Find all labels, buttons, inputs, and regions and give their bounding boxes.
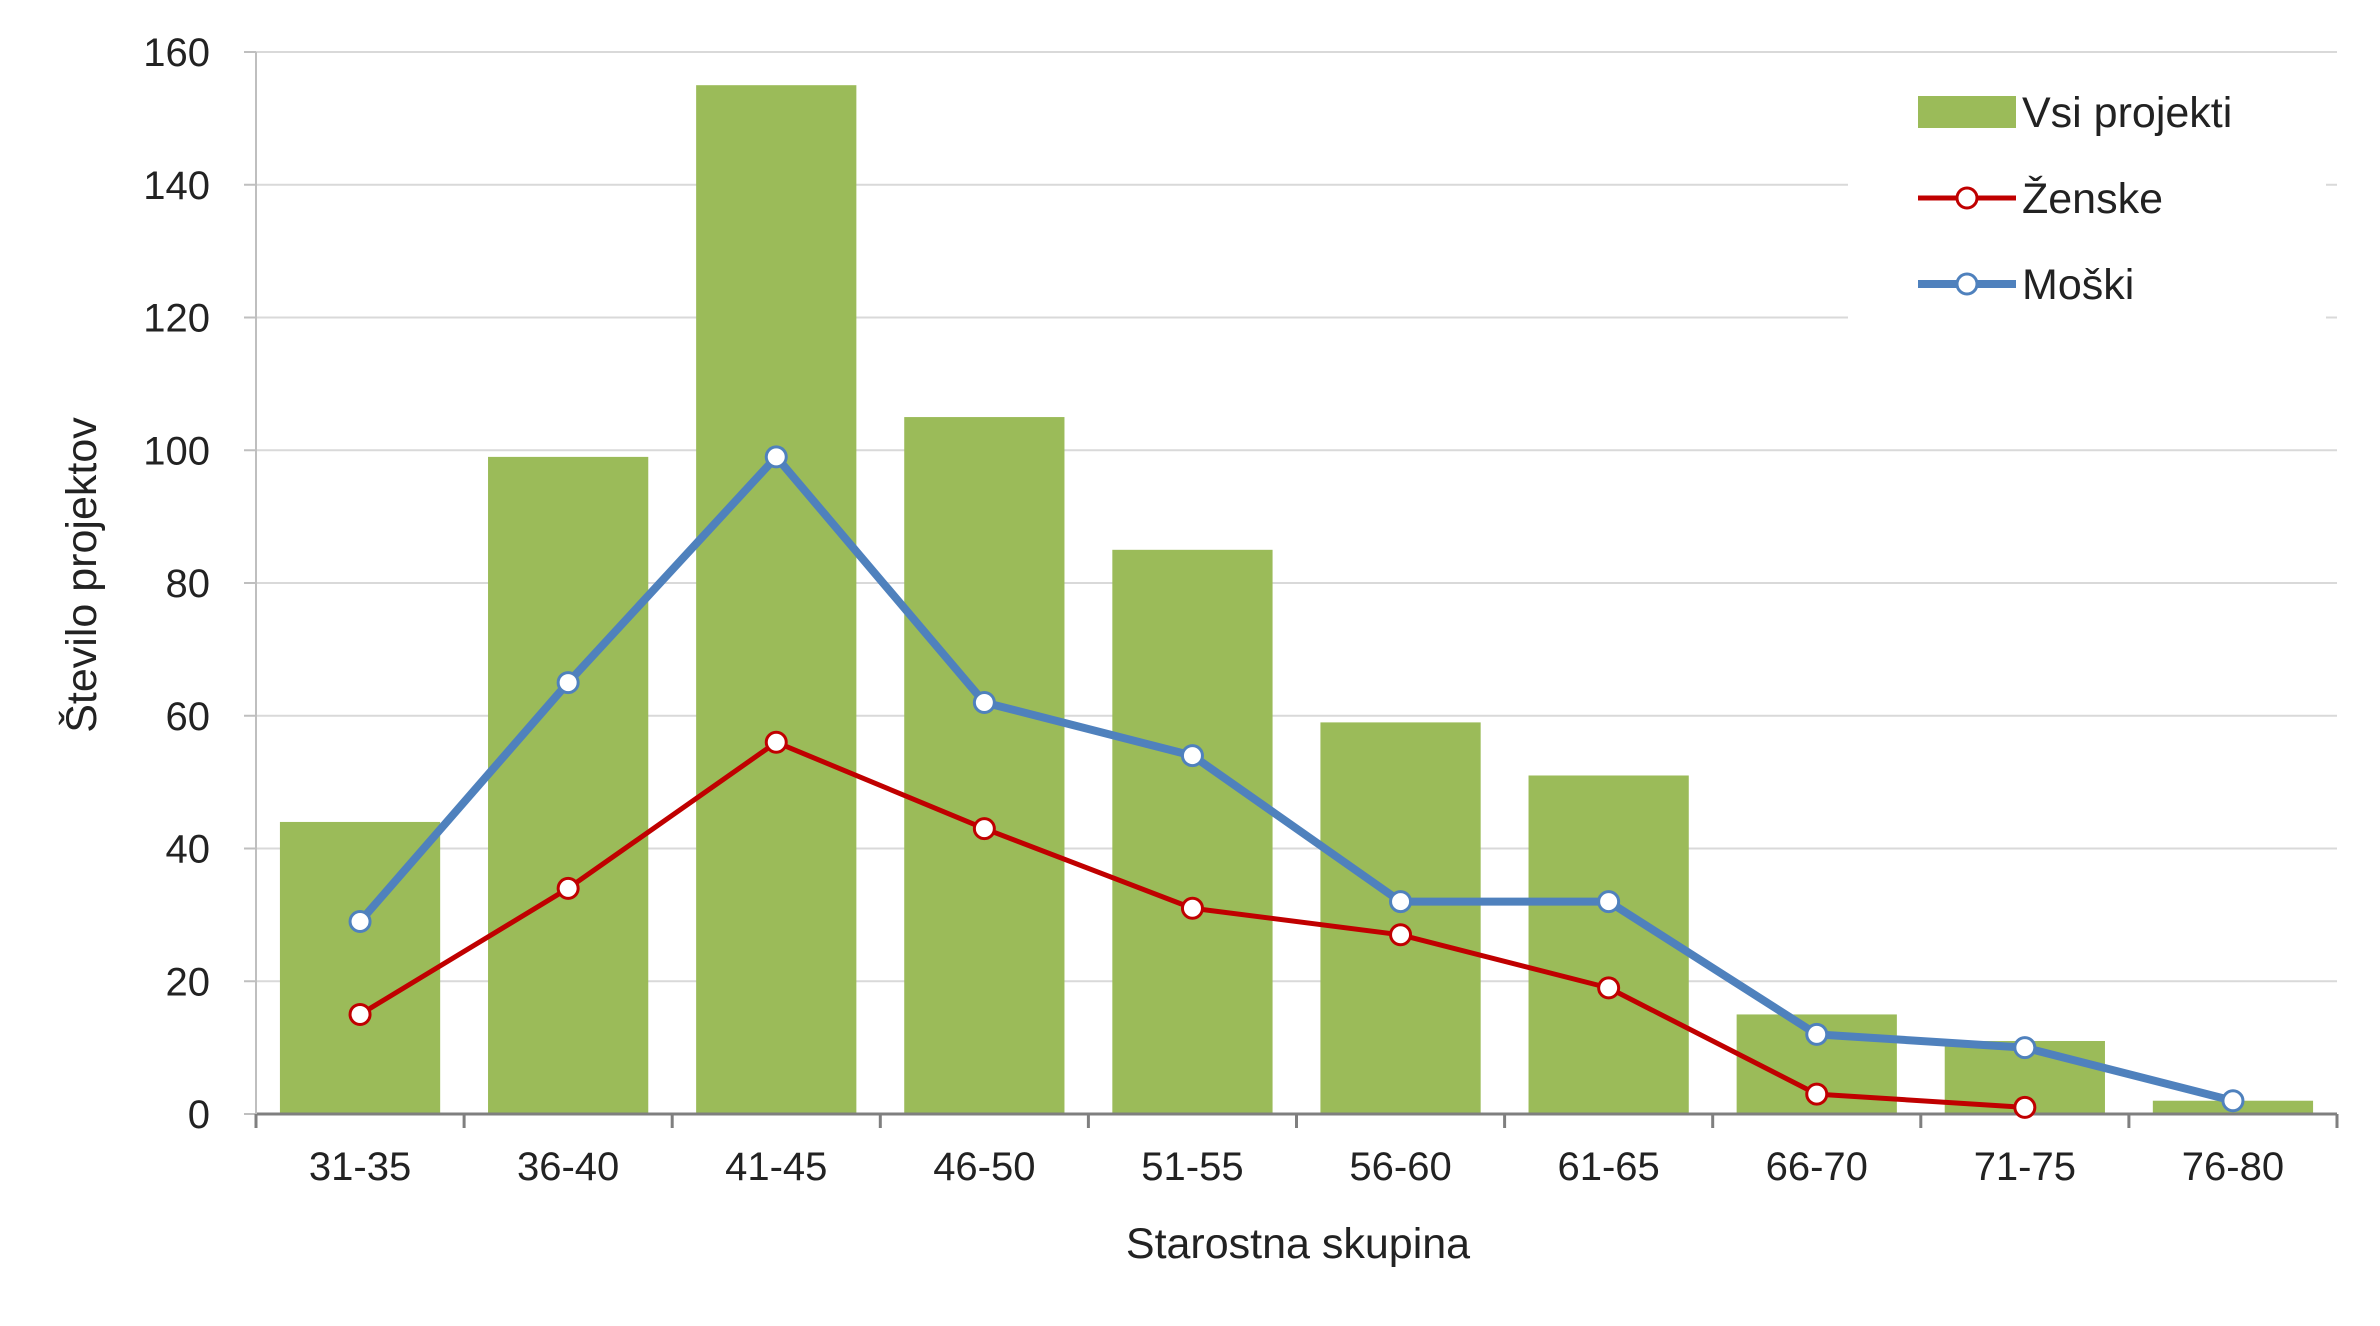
x-axis-title: Starostna skupina bbox=[1126, 1220, 1470, 1268]
bar-series bbox=[279, 85, 2314, 1114]
y-tick-label: 120 bbox=[143, 297, 210, 341]
line-point bbox=[1389, 890, 1413, 914]
line-point bbox=[972, 690, 996, 714]
axes bbox=[244, 51, 2339, 1128]
x-tick-label: 31-35 bbox=[309, 1145, 411, 1189]
line-point bbox=[1805, 1022, 1829, 1046]
legend-label: Vsi projekti bbox=[2022, 89, 2232, 137]
x-tick-label: 46-50 bbox=[933, 1145, 1035, 1189]
y-tick-label: 0 bbox=[188, 1093, 210, 1137]
y-axis-title: Število projektov bbox=[58, 417, 106, 733]
line-point bbox=[2013, 1036, 2037, 1060]
y-tick-label: 20 bbox=[166, 960, 211, 1004]
x-tick-label: 56-60 bbox=[1349, 1145, 1451, 1189]
line-point bbox=[1597, 976, 1621, 1000]
y-tick-label: 80 bbox=[166, 562, 211, 606]
x-tick-label: 36-40 bbox=[517, 1145, 619, 1189]
line-point bbox=[348, 910, 372, 934]
bar bbox=[279, 821, 441, 1114]
line-series bbox=[348, 445, 2245, 1119]
line-point bbox=[348, 1002, 372, 1026]
line-point bbox=[1805, 1082, 1829, 1106]
y-tick-label: 60 bbox=[166, 695, 211, 739]
y-tick-label: 160 bbox=[143, 31, 210, 75]
line-point bbox=[2221, 1089, 2245, 1113]
bar bbox=[1320, 722, 1481, 1114]
bar bbox=[488, 456, 649, 1114]
line-point bbox=[556, 876, 580, 900]
line-point bbox=[1389, 923, 1413, 947]
line-point bbox=[2013, 1095, 2037, 1119]
y-tick-label: 140 bbox=[143, 164, 210, 208]
line-point bbox=[1180, 744, 1204, 768]
legend-label: Moški bbox=[2022, 261, 2134, 309]
legend-marker bbox=[1955, 272, 1979, 296]
line-point bbox=[1597, 890, 1621, 914]
x-tick-label: 66-70 bbox=[1766, 1145, 1868, 1189]
line-point bbox=[764, 730, 788, 754]
bar bbox=[904, 417, 1065, 1114]
series-line bbox=[356, 452, 2237, 1105]
line-point bbox=[556, 671, 580, 695]
y-tick-label: 40 bbox=[166, 828, 211, 872]
line-point bbox=[764, 445, 788, 469]
legend-swatch bbox=[1918, 96, 2016, 128]
line-point bbox=[972, 817, 996, 841]
bar bbox=[1112, 549, 1273, 1114]
legend: Vsi projekti Ženske Moški bbox=[1848, 64, 2326, 324]
bar bbox=[696, 85, 857, 1114]
line-point bbox=[1180, 896, 1204, 920]
y-tick-label: 100 bbox=[143, 429, 210, 473]
bar bbox=[1528, 775, 1689, 1114]
x-tick-label: 41-45 bbox=[725, 1145, 827, 1189]
legend-label: Ženske bbox=[2022, 175, 2163, 223]
x-tick-label: 51-55 bbox=[1141, 1145, 1243, 1189]
x-tick-label: 71-75 bbox=[1974, 1145, 2076, 1189]
x-tick-label: 76-80 bbox=[2182, 1145, 2284, 1189]
tick-labels: 0 20 40 60 80 100 120 140 160 31-35 36-40 41-45 46-5… bbox=[143, 31, 2284, 1189]
x-tick-label: 61-65 bbox=[1557, 1145, 1659, 1189]
legend-marker bbox=[1955, 186, 1979, 210]
